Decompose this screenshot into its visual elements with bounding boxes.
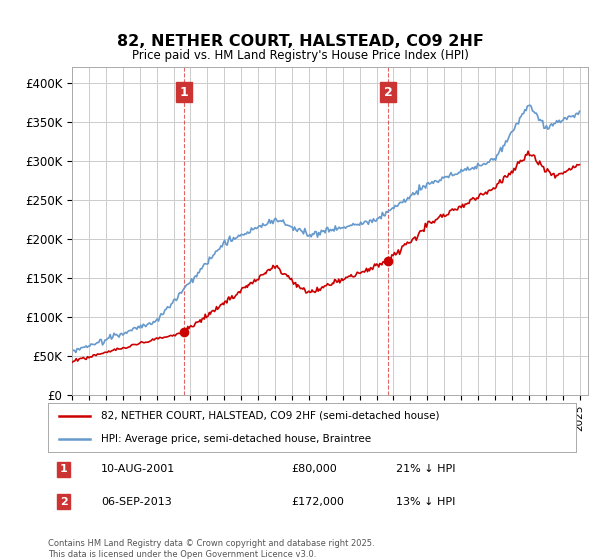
Text: 10-AUG-2001: 10-AUG-2001 [101,464,175,474]
Text: 2: 2 [60,497,68,507]
Text: 21% ↓ HPI: 21% ↓ HPI [397,464,456,474]
Text: 1: 1 [179,86,188,99]
Text: 13% ↓ HPI: 13% ↓ HPI [397,497,456,507]
Text: 1: 1 [60,464,68,474]
Text: Contains HM Land Registry data © Crown copyright and database right 2025.
This d: Contains HM Land Registry data © Crown c… [48,539,374,559]
Text: 82, NETHER COURT, HALSTEAD, CO9 2HF (semi-detached house): 82, NETHER COURT, HALSTEAD, CO9 2HF (sem… [101,411,439,421]
Text: £80,000: £80,000 [291,464,337,474]
Text: £172,000: £172,000 [291,497,344,507]
Text: HPI: Average price, semi-detached house, Braintree: HPI: Average price, semi-detached house,… [101,433,371,444]
Text: 82, NETHER COURT, HALSTEAD, CO9 2HF: 82, NETHER COURT, HALSTEAD, CO9 2HF [116,34,484,49]
Text: Price paid vs. HM Land Registry's House Price Index (HPI): Price paid vs. HM Land Registry's House … [131,49,469,62]
Text: 06-SEP-2013: 06-SEP-2013 [101,497,172,507]
Text: 2: 2 [383,86,392,99]
